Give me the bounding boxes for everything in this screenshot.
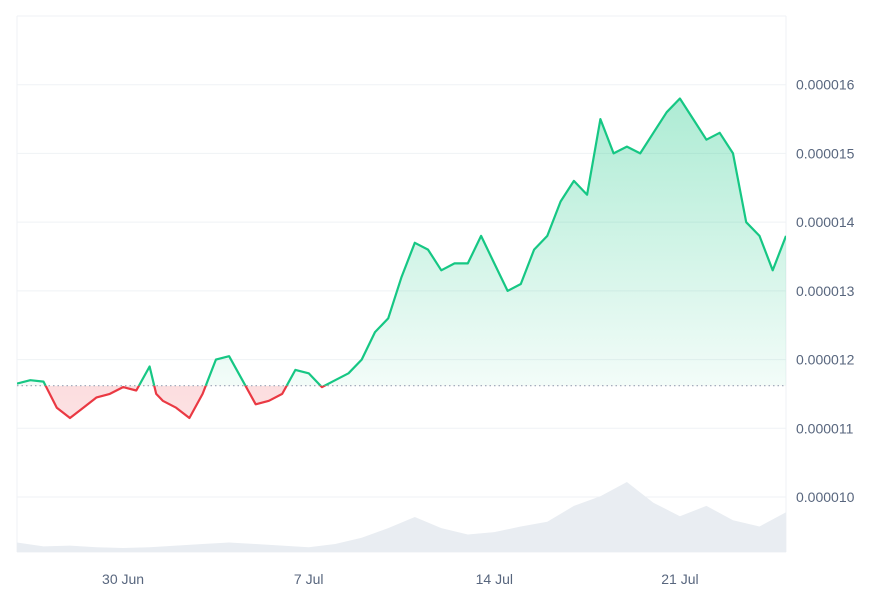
area-fill-below bbox=[17, 385, 786, 418]
x-tick-label: 7 Jul bbox=[294, 571, 324, 587]
x-tick-label: 21 Jul bbox=[661, 571, 698, 587]
y-tick-label: 0.000010 bbox=[796, 489, 855, 505]
price-fill-layer bbox=[17, 98, 786, 418]
x-tick-label: 30 Jun bbox=[102, 571, 144, 587]
volume-area-layer bbox=[17, 482, 786, 552]
x-axis-ticks: 30 Jun 7 Jul 14 Jul 21 Jul bbox=[102, 571, 699, 587]
y-tick-label: 0.000012 bbox=[796, 352, 855, 368]
y-tick-label: 0.000015 bbox=[796, 145, 855, 161]
y-axis-ticks: 0.000010 0.000011 0.000012 0.000013 0.000014… bbox=[796, 77, 855, 505]
volume-area bbox=[17, 482, 786, 552]
price-line-layer bbox=[17, 97, 786, 420]
y-tick-label: 0.000011 bbox=[796, 420, 854, 436]
y-tick-label: 0.000013 bbox=[796, 283, 855, 299]
y-tick-label: 0.000014 bbox=[796, 214, 855, 230]
x-tick-label: 14 Jul bbox=[476, 571, 513, 587]
area-fill-above bbox=[17, 98, 786, 386]
price-line-above bbox=[17, 97, 786, 386]
y-tick-label: 0.000016 bbox=[796, 77, 855, 93]
